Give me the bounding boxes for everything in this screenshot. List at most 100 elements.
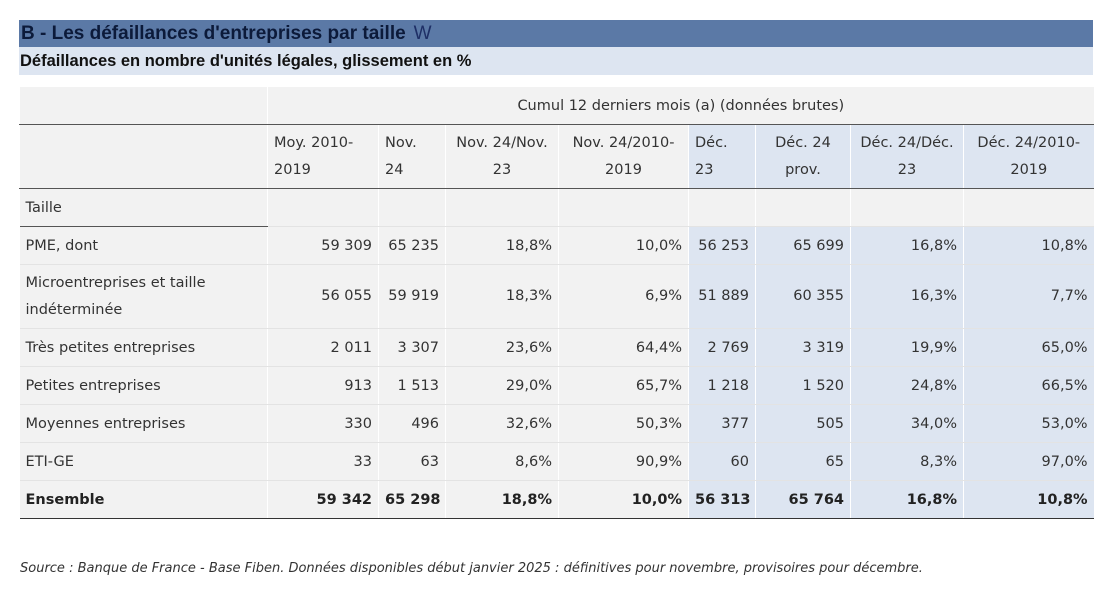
total-row: Ensemble 59 342 65 298 18,8% 10,0% 56 313 65 7… bbox=[19, 480, 1094, 519]
table-cell: 18,8% bbox=[445, 480, 559, 519]
table-cell: 8,6% bbox=[445, 442, 559, 481]
header-empty-cell bbox=[19, 87, 268, 125]
table-cell: 10,0% bbox=[558, 480, 689, 519]
row-label: Ensemble bbox=[19, 480, 268, 519]
header-empty-cell bbox=[19, 124, 268, 189]
column-header: Nov. 24 bbox=[378, 124, 446, 189]
table-cell: 496 bbox=[378, 404, 446, 443]
table-cell: 16,8% bbox=[850, 226, 964, 265]
table-cell bbox=[558, 188, 689, 227]
table-cell: 18,8% bbox=[445, 226, 559, 265]
table-cell: 1 520 bbox=[755, 366, 851, 405]
table-cell: 10,8% bbox=[962, 480, 1094, 519]
row-label: Microentreprises et taille indéterminée bbox=[19, 264, 268, 329]
table-cell: 51 889 bbox=[688, 264, 756, 329]
table-row: Très petites entreprises 2 011 3 307 23,6% 6… bbox=[19, 328, 1094, 367]
table-cell: 18,3% bbox=[445, 264, 559, 329]
table-cell: 8,3% bbox=[850, 442, 964, 481]
table-row: Petites entreprises 913 1 513 29,0% 65,7% 1 2… bbox=[19, 366, 1094, 405]
table-cell: 56 253 bbox=[688, 226, 756, 265]
table-cell: 3 307 bbox=[378, 328, 446, 367]
table-cell: 65,0% bbox=[962, 328, 1094, 367]
table-cell: 19,9% bbox=[850, 328, 964, 367]
table-cell: 65,7% bbox=[558, 366, 689, 405]
table-cell: 50,3% bbox=[558, 404, 689, 443]
table-row: ETI-GE 33 63 8,6% 90,9% 60 65 8,3% 97,0% bbox=[19, 442, 1094, 481]
table-row: PME, dont 59 309 65 235 18,8% 10,0% 56 253 65 … bbox=[19, 226, 1094, 265]
section-label: Taille bbox=[19, 188, 268, 227]
table-cell: 1 513 bbox=[378, 366, 446, 405]
table-cell: 56 055 bbox=[267, 264, 379, 329]
table-cell bbox=[755, 188, 851, 227]
table-cell bbox=[267, 188, 379, 227]
table-cell bbox=[688, 188, 756, 227]
table-cell: 913 bbox=[267, 366, 379, 405]
table-cell: 59 342 bbox=[267, 480, 379, 519]
table-cell: 90,9% bbox=[558, 442, 689, 481]
table-cell bbox=[850, 188, 964, 227]
table-cell: 65 764 bbox=[755, 480, 851, 519]
table-cell: 53,0% bbox=[962, 404, 1094, 443]
link-icon[interactable]: W bbox=[413, 22, 432, 44]
table-cell: 65 235 bbox=[378, 226, 446, 265]
row-label: PME, dont bbox=[19, 226, 268, 265]
table-cell: 60 bbox=[688, 442, 756, 481]
table-cell: 56 313 bbox=[688, 480, 756, 519]
table-cell bbox=[378, 188, 446, 227]
table-cell: 66,5% bbox=[962, 366, 1094, 405]
table-subtitle: Défaillances en nombre d'unités légales,… bbox=[20, 51, 472, 70]
page-title: B - Les défaillances d'entreprises par t… bbox=[21, 22, 406, 44]
table-cell: 24,8% bbox=[850, 366, 964, 405]
source-note: Source : Banque de France - Base Fiben. … bbox=[20, 561, 923, 576]
table-cell: 33 bbox=[267, 442, 379, 481]
column-header: Nov. 24/Nov. 23 bbox=[445, 124, 559, 189]
table-cell: 3 319 bbox=[755, 328, 851, 367]
table-cell: 505 bbox=[755, 404, 851, 443]
table-cell: 23,6% bbox=[445, 328, 559, 367]
table-cell: 330 bbox=[267, 404, 379, 443]
table-cell: 97,0% bbox=[962, 442, 1094, 481]
column-header: Déc. 24/2010-2019 bbox=[962, 124, 1094, 189]
table-cell: 16,8% bbox=[850, 480, 964, 519]
table-cell: 65 bbox=[755, 442, 851, 481]
table-cell: 29,0% bbox=[445, 366, 559, 405]
table-cell: 59 919 bbox=[378, 264, 446, 329]
section-row: Taille bbox=[19, 188, 1094, 227]
row-label: Très petites entreprises bbox=[19, 328, 268, 367]
table-cell: 2 769 bbox=[688, 328, 756, 367]
column-header: Moy. 2010-2019 bbox=[267, 124, 379, 189]
table-cell: 10,0% bbox=[558, 226, 689, 265]
column-header: Nov. 24/2010-2019 bbox=[558, 124, 689, 189]
table-cell: 60 355 bbox=[755, 264, 851, 329]
header-row-columns: Moy. 2010-2019 Nov. 24 Nov. 24/Nov. 23 N… bbox=[19, 124, 1094, 189]
group-header: Cumul 12 derniers mois (a) (données brut… bbox=[266, 87, 1094, 125]
table-cell: 59 309 bbox=[267, 226, 379, 265]
table-row: Moyennes entreprises 330 496 32,6% 50,3% 377 5… bbox=[19, 404, 1094, 443]
table-cell: 7,7% bbox=[962, 264, 1094, 329]
table-cell: 64,4% bbox=[558, 328, 689, 367]
table-cell: 10,8% bbox=[962, 226, 1094, 265]
table-cell: 63 bbox=[378, 442, 446, 481]
column-header: Déc. 23 bbox=[688, 124, 756, 189]
table-row: Microentreprises et taille indéterminée 5… bbox=[19, 264, 1094, 329]
row-label: ETI-GE bbox=[19, 442, 268, 481]
header-row-group: Cumul 12 derniers mois (a) (données brut… bbox=[19, 87, 1094, 125]
table-cell: 6,9% bbox=[558, 264, 689, 329]
row-label: Petites entreprises bbox=[19, 366, 268, 405]
title-bar: B - Les défaillances d'entreprises par t… bbox=[19, 20, 1093, 47]
table-cell: 34,0% bbox=[850, 404, 964, 443]
table-cell: 32,6% bbox=[445, 404, 559, 443]
table-cell bbox=[445, 188, 559, 227]
table-cell: 65 699 bbox=[755, 226, 851, 265]
table-cell: 16,3% bbox=[850, 264, 964, 329]
table-cell: 65 298 bbox=[378, 480, 446, 519]
table-cell: 1 218 bbox=[688, 366, 756, 405]
column-header: Déc. 24 prov. bbox=[755, 124, 851, 189]
table-cell bbox=[962, 188, 1094, 227]
subtitle-bar: Défaillances en nombre d'unités légales,… bbox=[19, 47, 1093, 75]
row-label: Moyennes entreprises bbox=[19, 404, 268, 443]
defaillances-table: Cumul 12 derniers mois (a) (données brut… bbox=[19, 87, 1094, 519]
table-cell: 2 011 bbox=[267, 328, 379, 367]
table-cell: 377 bbox=[688, 404, 756, 443]
column-header: Déc. 24/Déc. 23 bbox=[850, 124, 964, 189]
